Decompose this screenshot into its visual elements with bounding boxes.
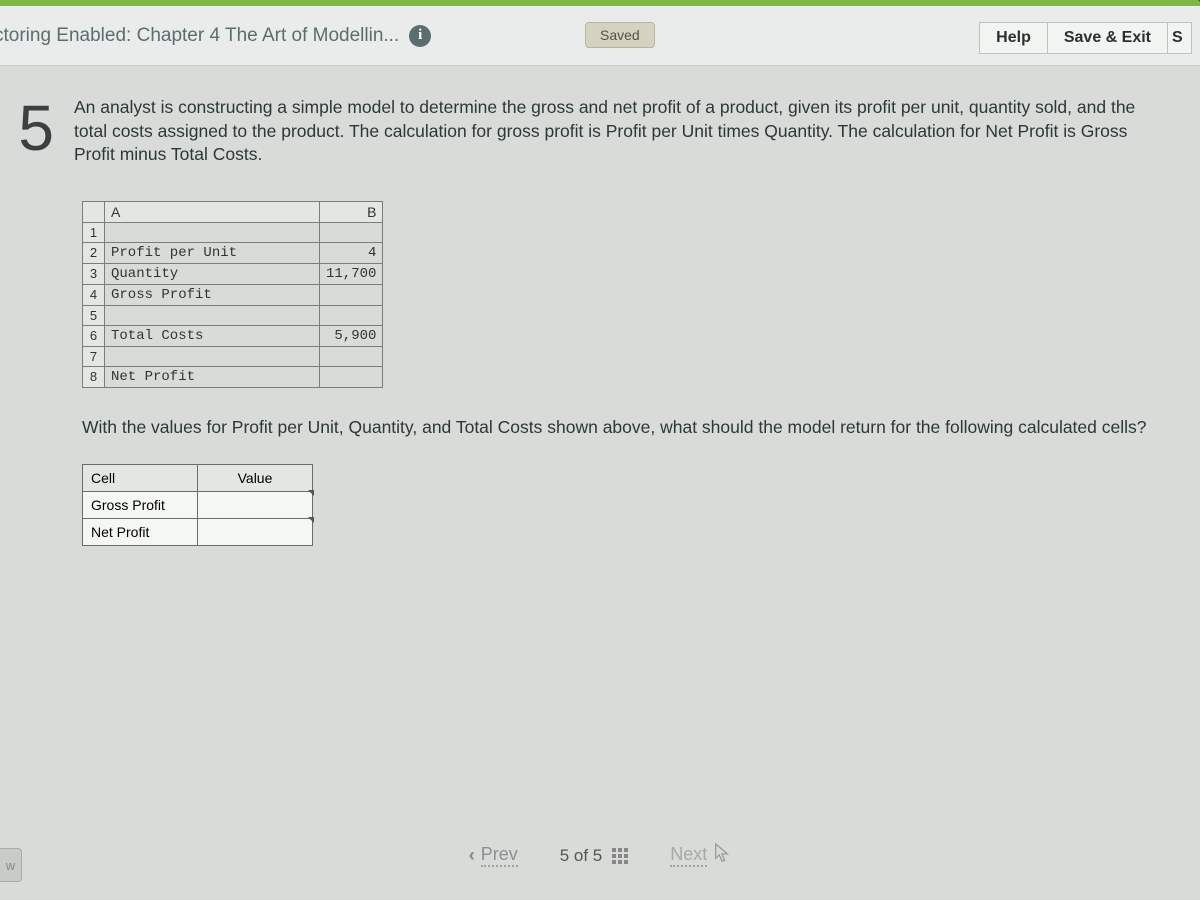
prev-label: Prev	[481, 844, 518, 867]
table-row: 6Total Costs5,900	[83, 325, 383, 346]
title-text: ctoring Enabled: Chapter 4 The Art of Mo…	[0, 25, 399, 47]
answer-cell-label: Gross Profit	[83, 491, 198, 518]
question-body: An analyst is constructing a simple mode…	[62, 96, 1200, 546]
chevron-left-icon: ‹	[469, 845, 475, 866]
page-indicator[interactable]: 5 of 5	[548, 842, 641, 870]
table-row: 4Gross Profit	[83, 284, 383, 305]
table-row: 1	[83, 222, 383, 242]
page-position: 5 of 5	[560, 846, 603, 866]
saved-badge: Saved	[585, 22, 655, 48]
answer-cell-label: Net Profit	[83, 518, 198, 545]
answer-input-gross-profit[interactable]	[198, 491, 313, 518]
table-row: 8Net Profit	[83, 366, 383, 387]
top-right-buttons: Help Save & Exit S	[979, 22, 1192, 54]
answer-row: Net Profit	[83, 518, 313, 545]
answer-table: Cell Value Gross Profit Net Profit	[82, 464, 313, 546]
table-row: 3Quantity11,700	[83, 263, 383, 284]
question-number: 5	[0, 96, 62, 546]
table-row: 2Profit per Unit4	[83, 242, 383, 263]
cursor-icon	[713, 842, 731, 869]
help-button[interactable]: Help	[979, 22, 1047, 54]
grid-icon	[612, 848, 628, 864]
save-exit-button[interactable]: Save & Exit	[1047, 22, 1168, 54]
prev-button[interactable]: ‹ Prev	[457, 838, 530, 873]
left-drawer-tab[interactable]: w	[0, 848, 22, 882]
question-prompt: An analyst is constructing a simple mode…	[74, 96, 1170, 167]
corner-cell	[83, 201, 105, 222]
answer-row: Gross Profit	[83, 491, 313, 518]
nav-bar: ‹ Prev 5 of 5 Next	[0, 836, 1200, 875]
next-label: Next	[670, 844, 707, 867]
table-row: 7	[83, 346, 383, 366]
top-bar: ctoring Enabled: Chapter 4 The Art of Mo…	[0, 6, 1200, 66]
content-area: 5 An analyst is constructing a simple mo…	[0, 66, 1200, 546]
answer-input-net-profit[interactable]	[198, 518, 313, 545]
info-icon[interactable]: i	[409, 25, 431, 47]
submit-button-partial[interactable]: S	[1168, 22, 1192, 54]
answer-header-cell: Cell	[83, 464, 198, 491]
sub-prompt: With the values for Profit per Unit, Qua…	[82, 416, 1170, 440]
col-b-header: B	[320, 201, 383, 222]
table-row: 5	[83, 305, 383, 325]
spreadsheet-table: A B 1 2Profit per Unit4 3Quantity11,700 …	[82, 201, 383, 388]
assignment-title: ctoring Enabled: Chapter 4 The Art of Mo…	[0, 25, 431, 47]
next-button: Next	[658, 836, 743, 875]
answer-header-value: Value	[198, 464, 313, 491]
col-a-header: A	[105, 201, 320, 222]
